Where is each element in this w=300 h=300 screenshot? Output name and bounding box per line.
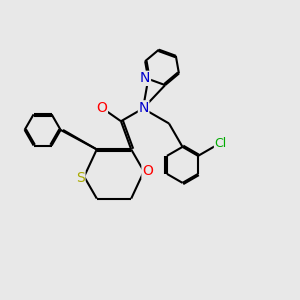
Text: O: O bbox=[97, 101, 107, 115]
Text: N: N bbox=[138, 101, 149, 115]
Text: O: O bbox=[142, 164, 153, 178]
Text: N: N bbox=[140, 71, 150, 85]
Text: S: S bbox=[76, 171, 85, 185]
Text: Cl: Cl bbox=[214, 136, 227, 150]
